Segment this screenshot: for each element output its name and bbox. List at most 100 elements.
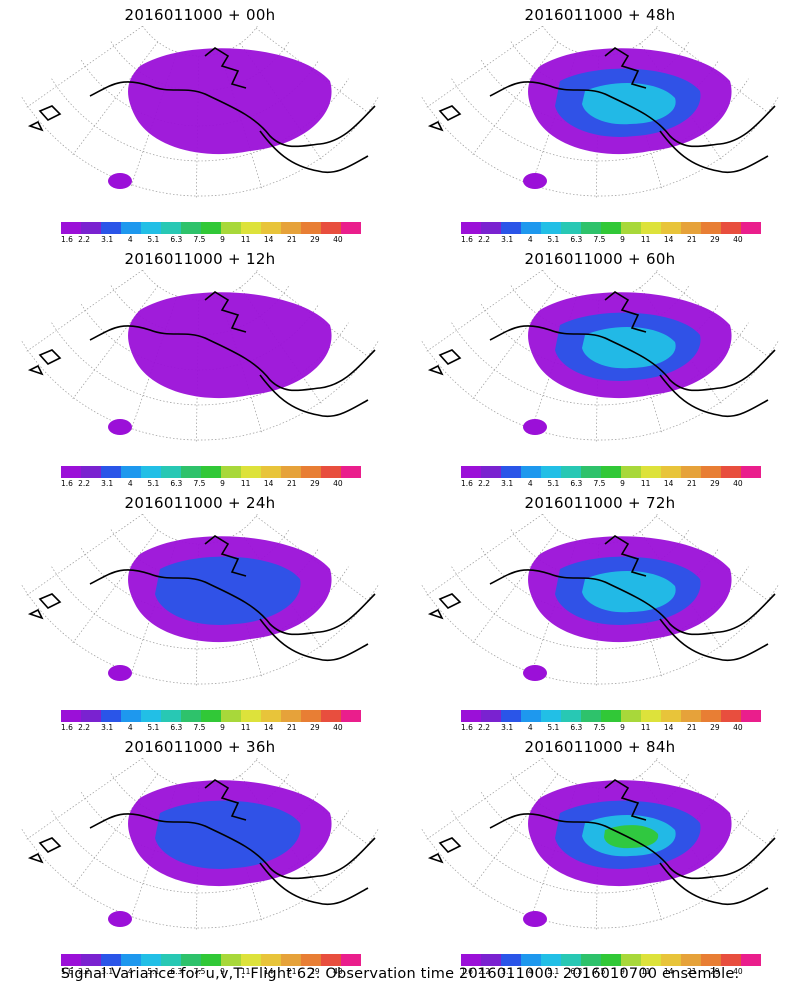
colorbar-cell	[261, 466, 281, 478]
colorbar-cell	[481, 710, 501, 722]
colorbar-tick-label: 14	[663, 235, 674, 244]
colorbar-tick-label: 11	[640, 967, 651, 976]
colorbar-cell	[181, 710, 201, 722]
figure-caption: Signal Variance for u,v,T. Flight 62. Ob…	[60, 966, 740, 982]
variance-contour	[108, 173, 132, 189]
colorbar-cell	[661, 954, 681, 966]
colorbar-tick-label: 2.2	[478, 235, 491, 244]
colorbar-cell	[581, 954, 601, 966]
colorbar-cell	[561, 710, 581, 722]
colorbar-cell	[81, 466, 101, 478]
colorbar	[461, 466, 761, 478]
colorbar	[461, 222, 761, 234]
colorbar-cell	[81, 710, 101, 722]
colorbar-cell	[701, 954, 721, 966]
colorbar-tick-label: 29	[310, 723, 320, 732]
colorbar-tick-label: 4	[127, 967, 133, 976]
colorbar-tick-label: 5.1	[547, 723, 560, 732]
colorbar-cell	[161, 222, 181, 234]
variance-contour	[523, 665, 547, 681]
colorbar-cell	[621, 710, 641, 722]
colorbar-tick-label: 29	[310, 479, 320, 488]
colorbar-tick-label: 11	[640, 723, 651, 732]
colorbar-tick-label: 4	[127, 479, 133, 488]
variance-field	[108, 780, 332, 927]
colorbar-cell	[701, 466, 721, 478]
variance-field	[523, 780, 732, 927]
colorbar-tick-label: 7.5	[593, 479, 606, 488]
variance-contour	[604, 825, 659, 849]
colorbar-tick-label: 1.6	[461, 723, 473, 732]
coastline	[427, 779, 776, 906]
colorbar-cell	[561, 466, 581, 478]
panel-title: 2016011000 + 12h	[124, 250, 276, 268]
colorbar-tick-label: 40	[733, 479, 743, 488]
colorbar-tick-label: 4	[527, 479, 533, 488]
colorbar-tick-label: 40	[333, 479, 343, 488]
colorbar-tick-label: 9	[620, 235, 625, 244]
colorbar-cell	[81, 954, 101, 966]
polar-map	[421, 270, 779, 442]
colorbar-cell	[541, 954, 561, 966]
variance-contour	[523, 911, 547, 927]
colorbar-cell	[221, 954, 241, 966]
colorbar-cell	[301, 222, 321, 234]
colorbar-cell	[281, 954, 301, 966]
panel-title: 2016011000 + 00h	[124, 6, 276, 24]
colorbar-tick-label: 29	[310, 235, 320, 244]
colorbar-tick-label: 7.5	[593, 723, 606, 732]
colorbar-cell	[501, 710, 521, 722]
colorbar-tick-label: 1.6	[461, 235, 473, 244]
colorbar-tick-label: 9	[220, 967, 225, 976]
colorbar-cell	[741, 954, 761, 966]
coastline	[427, 535, 776, 662]
map-panel: 2016011000 + 36h 1.6 2.2 3.1 4 5.1 6.3 7.5 9 11 1…	[0, 732, 400, 976]
colorbar-tick-label: 14	[663, 723, 674, 732]
colorbar-cell	[581, 710, 601, 722]
colorbar-cell	[241, 222, 261, 234]
polar-map	[21, 758, 379, 930]
colorbar	[61, 710, 361, 722]
colorbar-cell	[221, 466, 241, 478]
polar-map	[421, 758, 779, 930]
colorbar-cell	[461, 954, 481, 966]
colorbar-cell	[641, 954, 661, 966]
colorbar-cell	[521, 222, 541, 234]
polar-map	[421, 514, 779, 686]
colorbar-cell	[141, 466, 161, 478]
panel-title: 2016011000 + 24h	[124, 494, 276, 512]
colorbar-tick-label: 3.1	[501, 967, 514, 976]
colorbar-tick-label: 11	[240, 723, 251, 732]
colorbar-cell	[221, 222, 241, 234]
coastline	[27, 291, 376, 418]
colorbar-cell	[121, 222, 141, 234]
colorbar-cell	[521, 954, 541, 966]
colorbar-tick-label: 7.5	[193, 967, 206, 976]
colorbar-cell	[341, 954, 361, 966]
colorbar-cell	[341, 222, 361, 234]
colorbar-tick-label: 9	[220, 479, 225, 488]
colorbar-cell	[601, 954, 621, 966]
map-panel: 2016011000 + 84h 1.6 2.2 3.1 4 5.1 6.3 7.5 9 11 1…	[400, 732, 800, 976]
colorbar-cell	[641, 466, 661, 478]
colorbar-cell	[521, 466, 541, 478]
colorbar-cell	[561, 222, 581, 234]
colorbar-tick-label: 1.6	[61, 479, 73, 488]
colorbar-cell	[301, 466, 321, 478]
colorbar-cell	[281, 222, 301, 234]
colorbar-tick-label: 21	[686, 723, 697, 732]
colorbar-tick-label: 4	[127, 235, 133, 244]
colorbar-tick-label: 5.1	[147, 235, 160, 244]
colorbar-cell	[141, 954, 161, 966]
colorbar-cell	[261, 222, 281, 234]
colorbar-tick-label: 21	[286, 479, 297, 488]
colorbar-cell	[181, 222, 201, 234]
colorbar-cell	[681, 954, 701, 966]
map-panel: 2016011000 + 00h 1.6 2.2 3.1 4 5.1 6.3 7.5 9 11 1…	[0, 0, 400, 244]
colorbar-cell	[541, 222, 561, 234]
colorbar-cell	[341, 466, 361, 478]
colorbar-cell	[121, 710, 141, 722]
colorbar-cell	[321, 466, 341, 478]
colorbar-cell	[741, 710, 761, 722]
panel-title: 2016011000 + 48h	[524, 6, 676, 24]
